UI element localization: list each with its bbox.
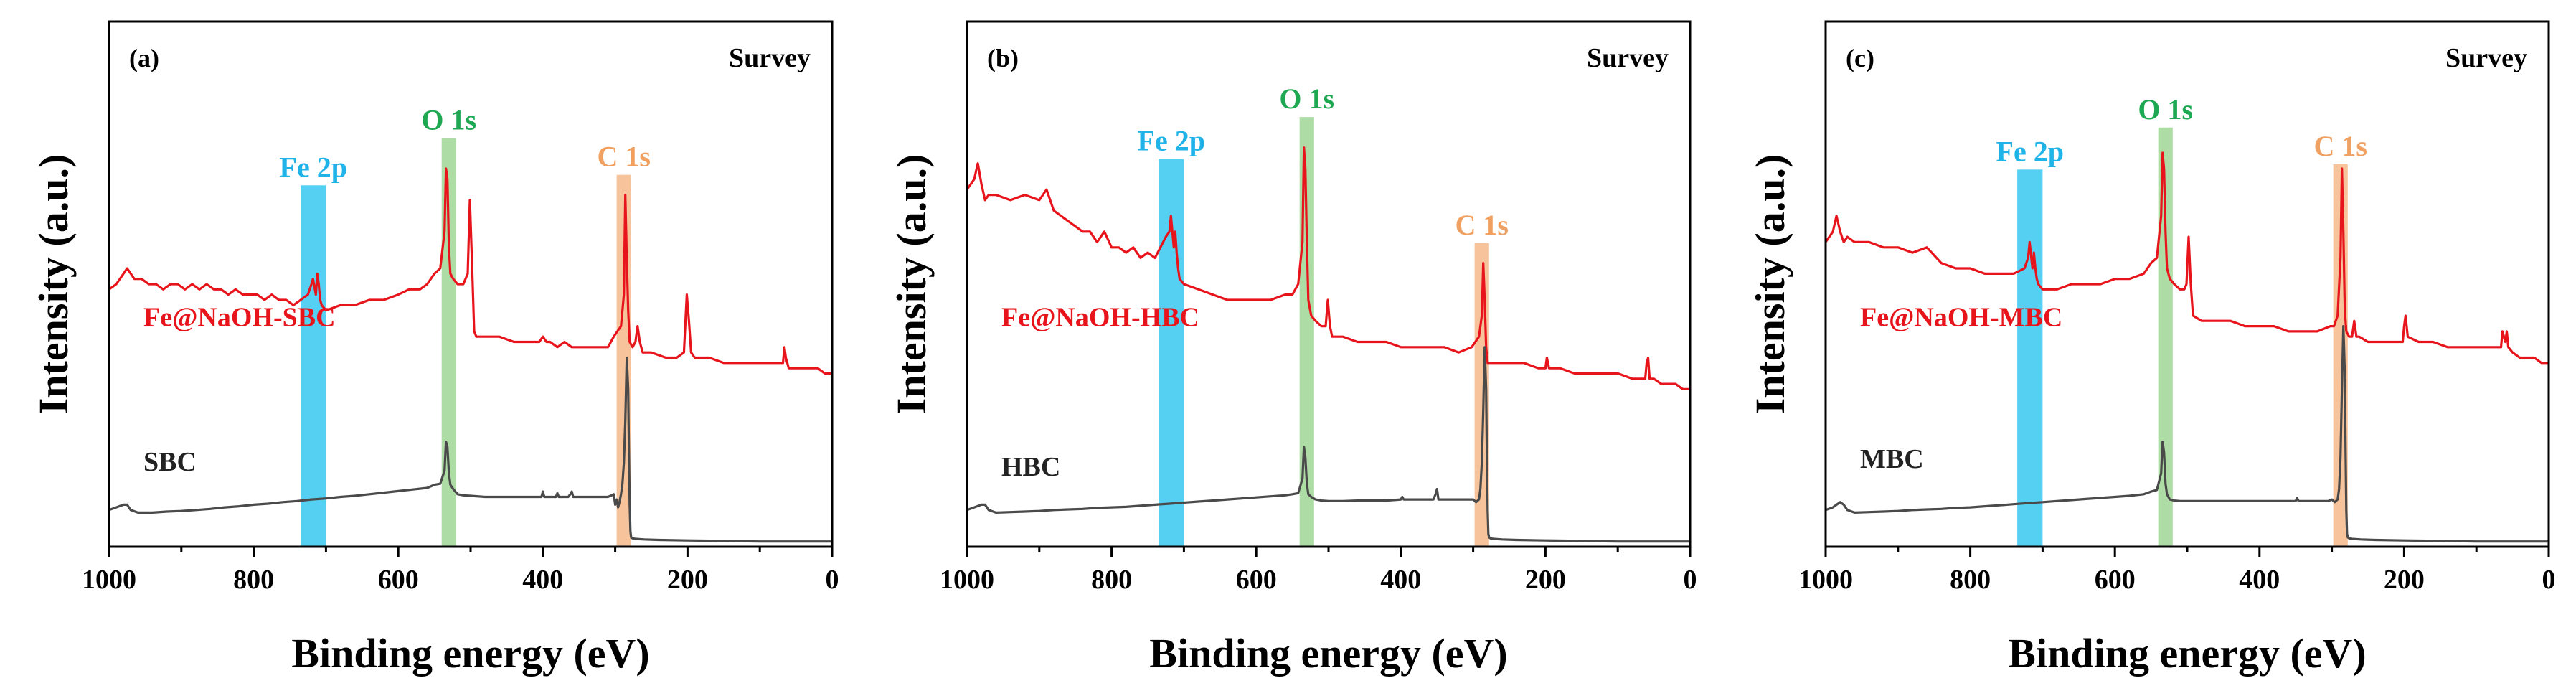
x-tick-label: 0 <box>826 565 839 595</box>
x-tick-label: 400 <box>1380 565 1421 595</box>
panel-label: (c) <box>1846 44 1874 72</box>
y-axis-label: Intensity (a.u.) <box>888 154 935 415</box>
x-tick-label: 800 <box>1091 565 1132 595</box>
plot-frame <box>108 20 834 548</box>
band-label-fe-2p: Fe 2p <box>1996 135 2064 167</box>
x-tick-label: 0 <box>2542 565 2556 595</box>
x-tick-label: 400 <box>2239 565 2280 595</box>
series-label-fe-naoh-sbc: Fe@NaOH-SBC <box>143 303 336 333</box>
band-label-o-1s: O 1s <box>1279 83 1334 115</box>
band-fe-2p <box>301 185 326 547</box>
panel-label: (b) <box>987 44 1019 72</box>
x-axis-label: Binding energy (eV) <box>2008 630 2366 677</box>
panel-title: Survey <box>729 43 811 73</box>
series-label-mbc: MBC <box>1860 444 1924 474</box>
x-tick-label: 1000 <box>1798 565 1853 595</box>
x-tick-label: 200 <box>2384 565 2425 595</box>
series-label-fe-naoh-mbc: Fe@NaOH-MBC <box>1860 303 2062 333</box>
band-label-fe-2p: Fe 2p <box>1138 125 1205 157</box>
band-label-c-1s: C 1s <box>2313 130 2367 162</box>
x-tick-label: 200 <box>667 565 708 595</box>
series-line-hbc <box>966 346 1690 543</box>
panel-label: (a) <box>129 44 159 72</box>
panel-a: Fe 2p O 1s C 1s Fe@NaOH-SBC SBC 1000 800 600 400… <box>30 20 839 677</box>
series-label-fe-naoh-hbc: Fe@NaOH-HBC <box>1001 303 1199 333</box>
x-tick-label: 1000 <box>940 565 994 595</box>
y-axis-label: Intensity (a.u.) <box>1747 154 1793 415</box>
band-label-o-1s: O 1s <box>2138 93 2193 126</box>
series-line-mbc <box>1825 325 2549 543</box>
x-axis-label: Binding energy (eV) <box>1149 630 1507 677</box>
x-tick-label: 800 <box>233 565 274 595</box>
band-label-o-1s: O 1s <box>421 103 476 136</box>
y-axis-label: Intensity (a.u.) <box>30 154 77 415</box>
x-tick-label: 600 <box>2095 565 2136 595</box>
band-label-c-1s: C 1s <box>597 141 650 173</box>
x-tick-label: 600 <box>378 565 419 595</box>
band-label-fe-2p: Fe 2p <box>280 151 347 183</box>
x-axis-label: Binding energy (eV) <box>291 630 649 677</box>
x-tick-label: 400 <box>522 565 563 595</box>
panel-title: Survey <box>2445 43 2527 73</box>
band-fe-2p <box>2017 169 2043 547</box>
panel-title: Survey <box>1587 43 1669 73</box>
series-label-hbc: HBC <box>1001 452 1060 482</box>
x-tick-label: 800 <box>1950 565 1991 595</box>
series-line-sbc <box>108 356 832 543</box>
band-label-c-1s: C 1s <box>1455 209 1508 241</box>
series-line-fe-naoh-mbc <box>1824 151 2549 365</box>
panel-c: Fe 2p O 1s C 1s Fe@NaOH-MBC MBC 1000 800 600 400… <box>1747 20 2556 677</box>
series-line-fe-naoh-hbc <box>966 146 1690 390</box>
panel-b: Fe 2p O 1s C 1s Fe@NaOH-HBC HBC 1000 800 600 400… <box>888 20 1697 677</box>
x-tick-label: 600 <box>1236 565 1277 595</box>
x-tick-label: 200 <box>1525 565 1566 595</box>
series-label-sbc: SBC <box>143 447 197 477</box>
x-tick-label: 0 <box>1684 565 1697 595</box>
series-line-fe-naoh-sbc <box>108 167 832 375</box>
x-tick-label: 1000 <box>82 565 136 595</box>
